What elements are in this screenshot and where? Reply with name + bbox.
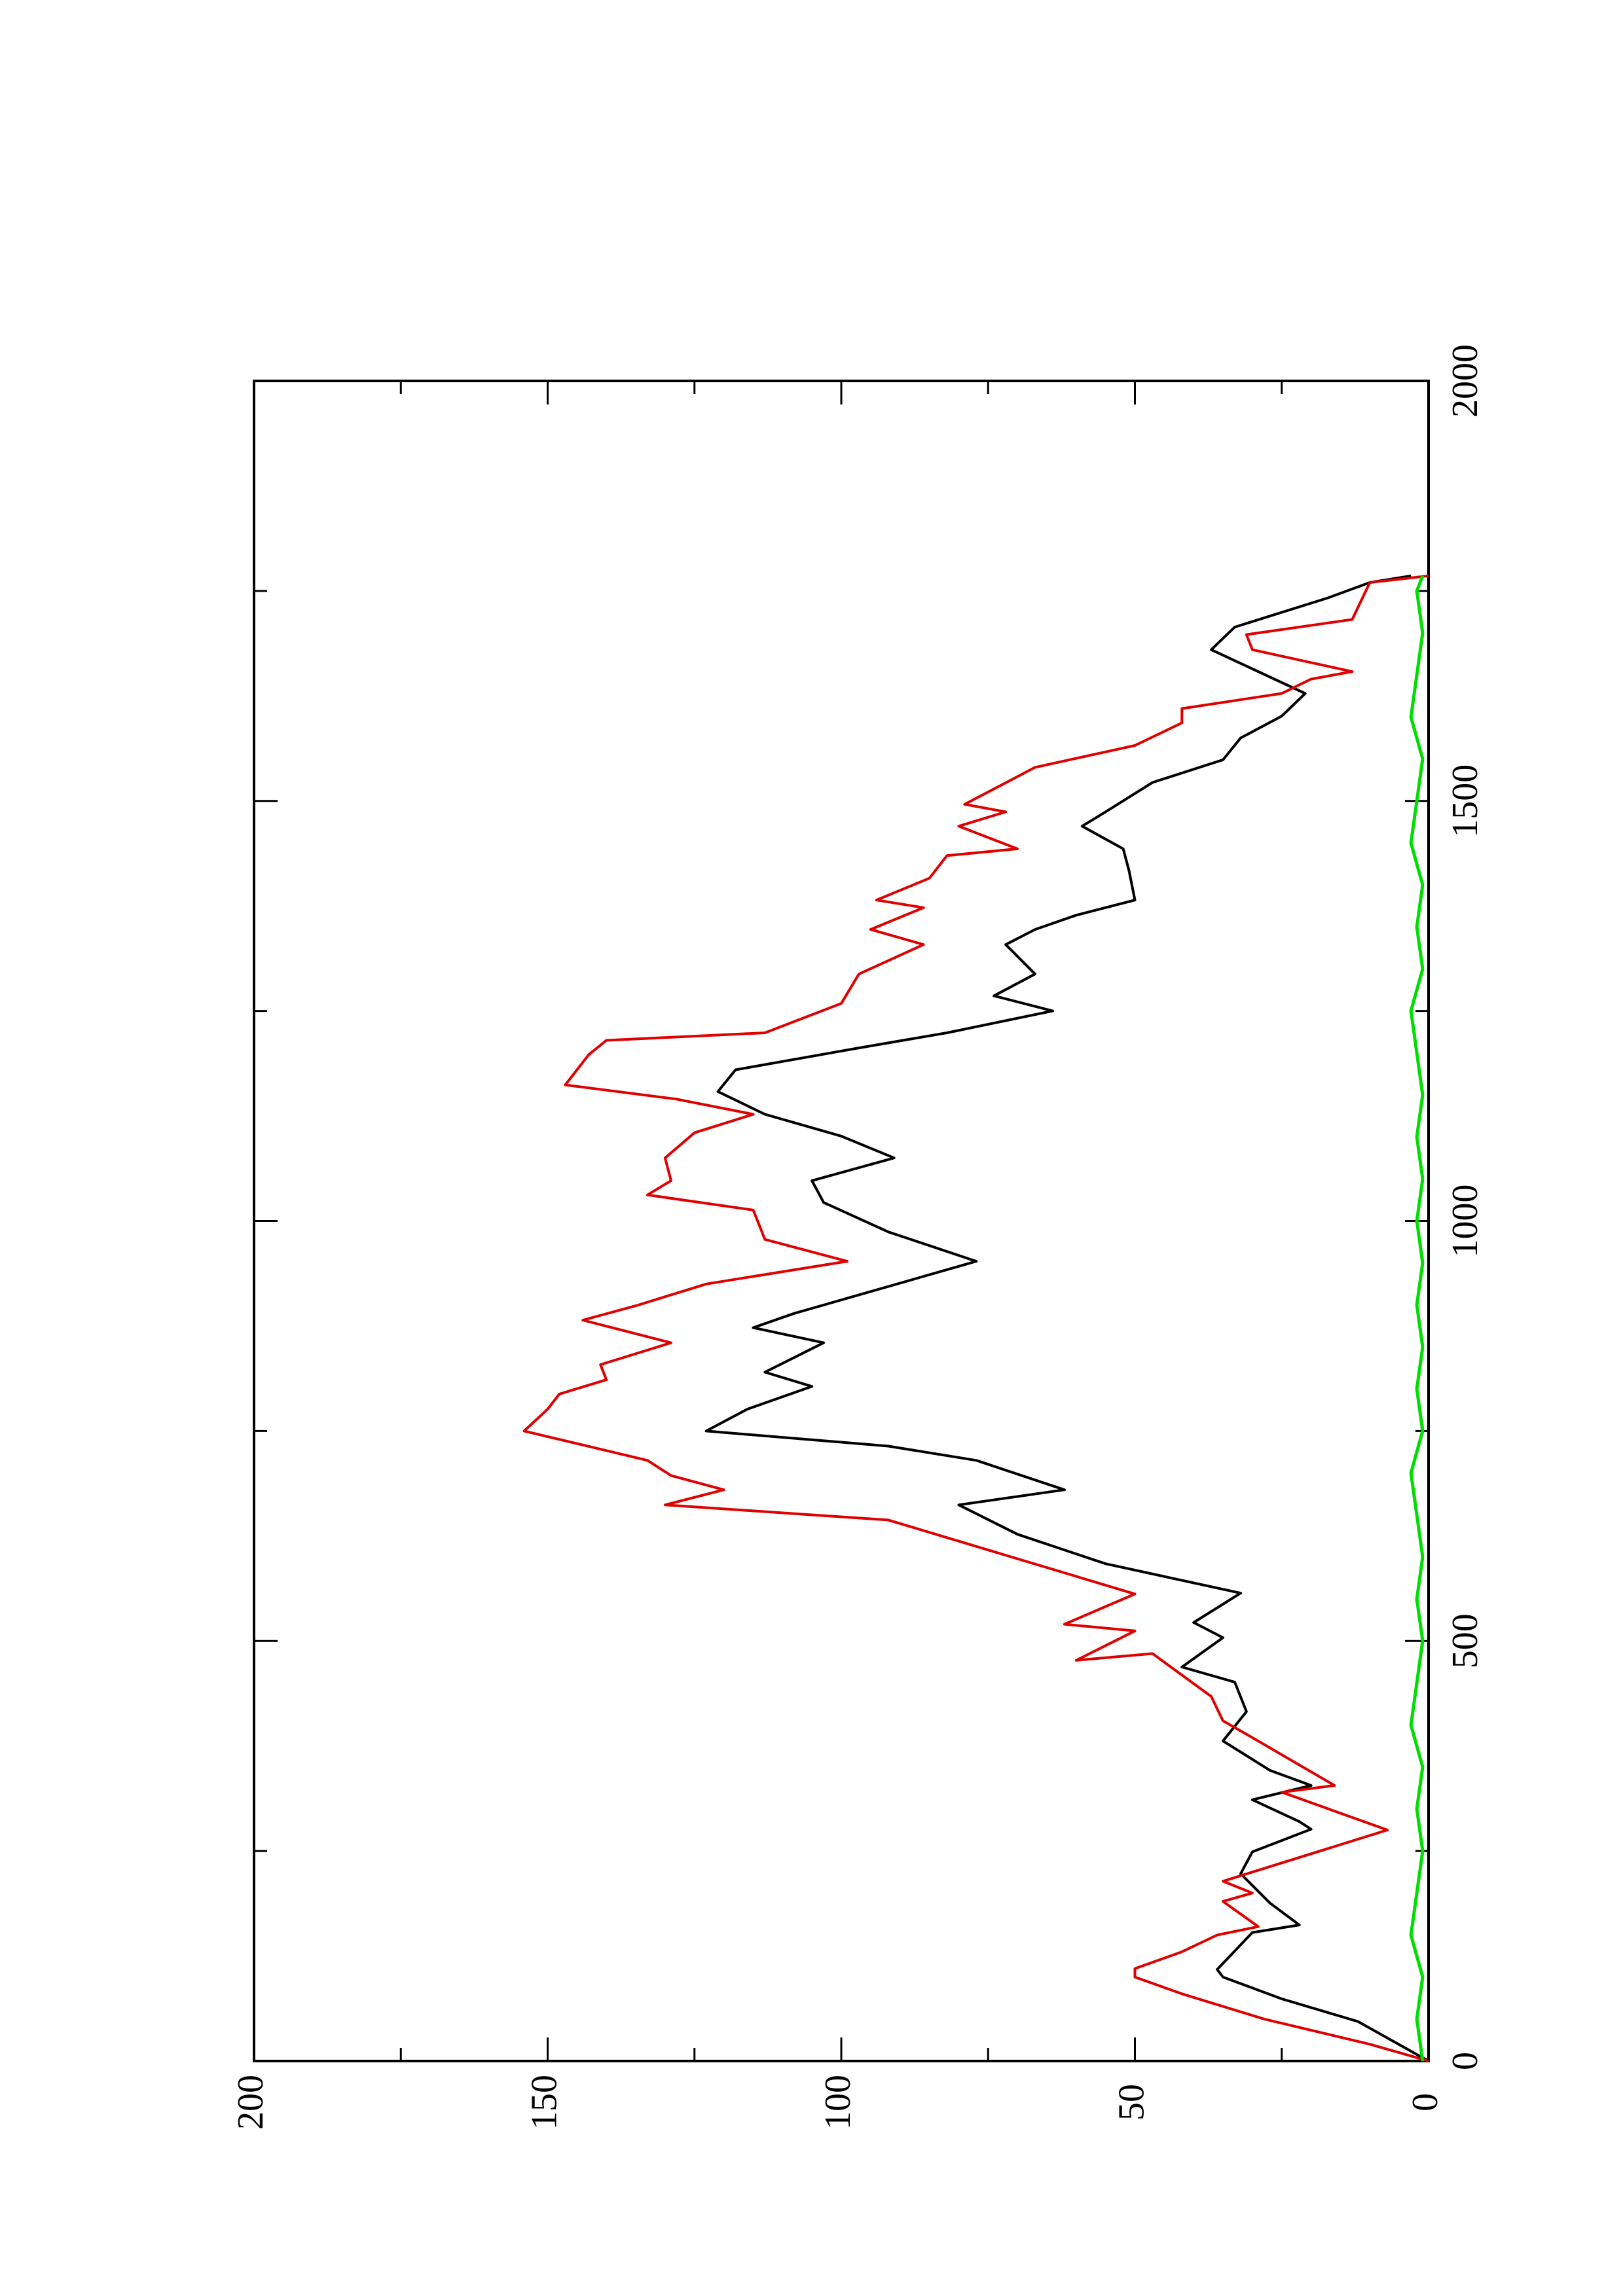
data-line <box>704 574 1429 2062</box>
x-tick-label: 1500 <box>1445 764 1486 838</box>
y-tick-label: 200 <box>230 2075 271 2130</box>
x-tick-label: 2000 <box>1445 344 1486 418</box>
y-tick-label: 100 <box>818 2075 858 2130</box>
data-line <box>522 574 1429 2062</box>
x-tick-label: 1000 <box>1445 1185 1486 1258</box>
y-tick-label: 50 <box>1111 2084 1152 2121</box>
y-tick-label: 150 <box>524 2075 564 2130</box>
data-line <box>1409 575 1425 2062</box>
y-tick-label: 0 <box>1405 2093 1446 2111</box>
x-tick-label: 0 <box>1445 2052 1486 2070</box>
x-tick-label: 500 <box>1445 1613 1486 1668</box>
